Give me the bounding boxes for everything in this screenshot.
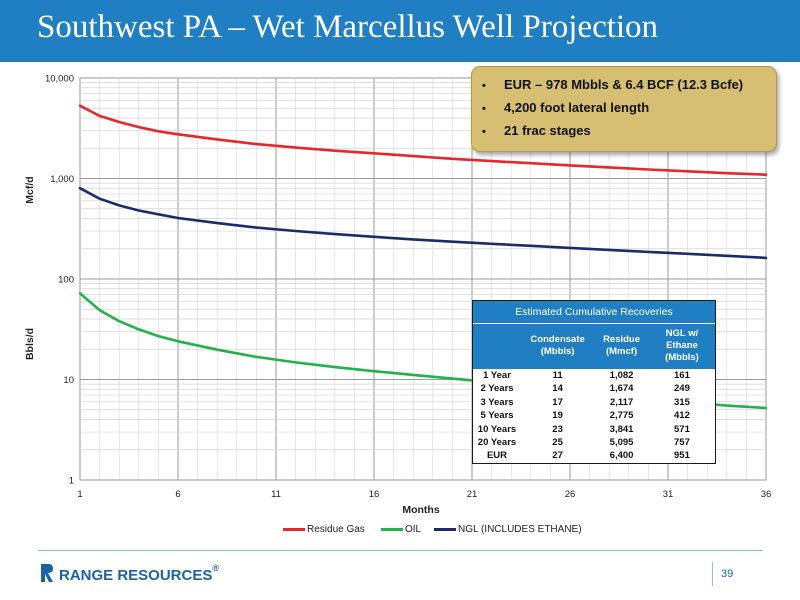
- legend-swatch: [283, 527, 305, 531]
- footer-divider: [38, 550, 763, 551]
- legend-swatch: [434, 527, 456, 531]
- x-tick-label: 11: [271, 489, 281, 500]
- callout-bullet: • EUR – 978 Mbbls & 6.4 BCF (12.3 Bcfe): [482, 77, 744, 92]
- x-tick-label: 21: [467, 489, 478, 500]
- well-summary-callout: • EUR – 978 Mbbls & 6.4 BCF (12.3 Bcfe) •…: [471, 66, 777, 152]
- y-axis-label-bottom: Bbls/d: [24, 328, 36, 360]
- title-bar: Southwest PA – Wet Marcellus Well Projec…: [0, 0, 800, 62]
- recoveries-column-header: NGL w/ Ethane (Mbbls): [648, 323, 715, 369]
- callout-bullet: • 21 frac stages: [482, 123, 591, 138]
- table-cell: 1,082: [609, 370, 634, 381]
- recoveries-title: Estimated Cumulative Recoveries: [473, 301, 715, 323]
- table-cell: 19: [552, 410, 563, 422]
- table-row: 5 Years 19 2,775 412: [473, 409, 715, 422]
- table-cell: 249: [674, 383, 690, 395]
- recoveries-column-header: [473, 323, 521, 369]
- y-axis-label-top: Mcf/d: [24, 176, 36, 203]
- legend-item-oil: OIL: [381, 524, 421, 535]
- table-cell: 23: [552, 423, 563, 435]
- y-tick-label: 1: [69, 476, 74, 487]
- table-cell: 11: [552, 370, 563, 381]
- table-cell: 2,775: [609, 410, 634, 422]
- range-resources-logo: RANGE RESOURCES®: [40, 563, 219, 584]
- y-tick-label: 10,000: [45, 74, 74, 85]
- cumulative-recoveries-table: Estimated Cumulative Recoveries Condensa…: [472, 300, 716, 464]
- y-tick-label: 100: [58, 275, 74, 286]
- y-tick-label: 1,000: [50, 174, 74, 185]
- x-tick-label: 1: [77, 489, 82, 500]
- recoveries-column-header: Condensate (Mbbls): [521, 323, 595, 369]
- table-cell: 3,841: [609, 423, 634, 435]
- table-cell: 27: [552, 450, 563, 462]
- recoveries-column-header: Residue (Mmcf): [594, 323, 649, 369]
- table-cell: 757: [674, 437, 690, 449]
- row-label: 10 Years: [477, 423, 517, 435]
- table-cell: 161: [674, 370, 690, 381]
- table-cell: 1,674: [609, 383, 634, 395]
- table-row: 1 Year 11 1,082 161: [473, 369, 715, 382]
- row-label: 20 Years: [477, 437, 517, 449]
- table-cell: 315: [674, 396, 690, 408]
- table-cell: 6,400: [609, 450, 634, 462]
- legend-item-ngl: NGL (INCLUDES ETHANE): [434, 524, 582, 535]
- table-row: 3 Years 17 2,117 315: [473, 396, 715, 409]
- page-title: Southwest PA – Wet Marcellus Well Projec…: [37, 9, 659, 45]
- x-tick-label: 26: [565, 489, 576, 500]
- table-cell: 412: [674, 410, 690, 422]
- table-cell: 17: [552, 396, 563, 408]
- y-tick-label: 10: [63, 375, 74, 386]
- table-row: EUR 27 6,400 951: [473, 449, 715, 462]
- x-axis-label: Months: [402, 504, 439, 516]
- legend-item-residue-gas: Residue Gas: [283, 524, 365, 535]
- callout-bullet: • 4,200 foot lateral length: [482, 100, 650, 115]
- table-row: 2 Years 14 1,674 249: [473, 382, 715, 395]
- table-cell: 25: [552, 437, 563, 449]
- x-tick-label: 16: [369, 489, 380, 500]
- row-label: 2 Years: [480, 383, 514, 395]
- page-number: 39: [721, 568, 734, 580]
- row-label: 5 Years: [480, 410, 514, 422]
- page-number-divider: [712, 562, 713, 586]
- row-label: 1 Year: [483, 370, 511, 381]
- table-cell: 951: [674, 450, 690, 462]
- series-ngl: [78, 186, 768, 260]
- legend-swatch: [381, 527, 403, 531]
- table-row: 20 Years 25 5,095 757: [473, 436, 715, 449]
- row-label: EUR: [486, 450, 508, 462]
- x-tick-label: 36: [761, 489, 772, 500]
- row-label: 3 Years: [480, 396, 514, 408]
- recoveries-header-row: Condensate (Mbbls) Residue (Mmcf) NGL w/ E…: [473, 323, 715, 369]
- table-cell: 14: [552, 383, 563, 395]
- logo-mark: ®: [212, 563, 219, 573]
- table-cell: 2,117: [609, 396, 634, 408]
- table-row: 10 Years 23 3,841 571: [473, 423, 715, 436]
- x-tick-label: 31: [663, 489, 674, 500]
- logo-text: RANGE RESOURCES: [59, 567, 213, 584]
- table-cell: 5,095: [609, 437, 634, 449]
- range-logo-icon: [41, 564, 53, 582]
- table-cell: 571: [674, 423, 690, 435]
- series-residue-gas: [78, 104, 768, 176]
- x-tick-label: 6: [175, 489, 180, 500]
